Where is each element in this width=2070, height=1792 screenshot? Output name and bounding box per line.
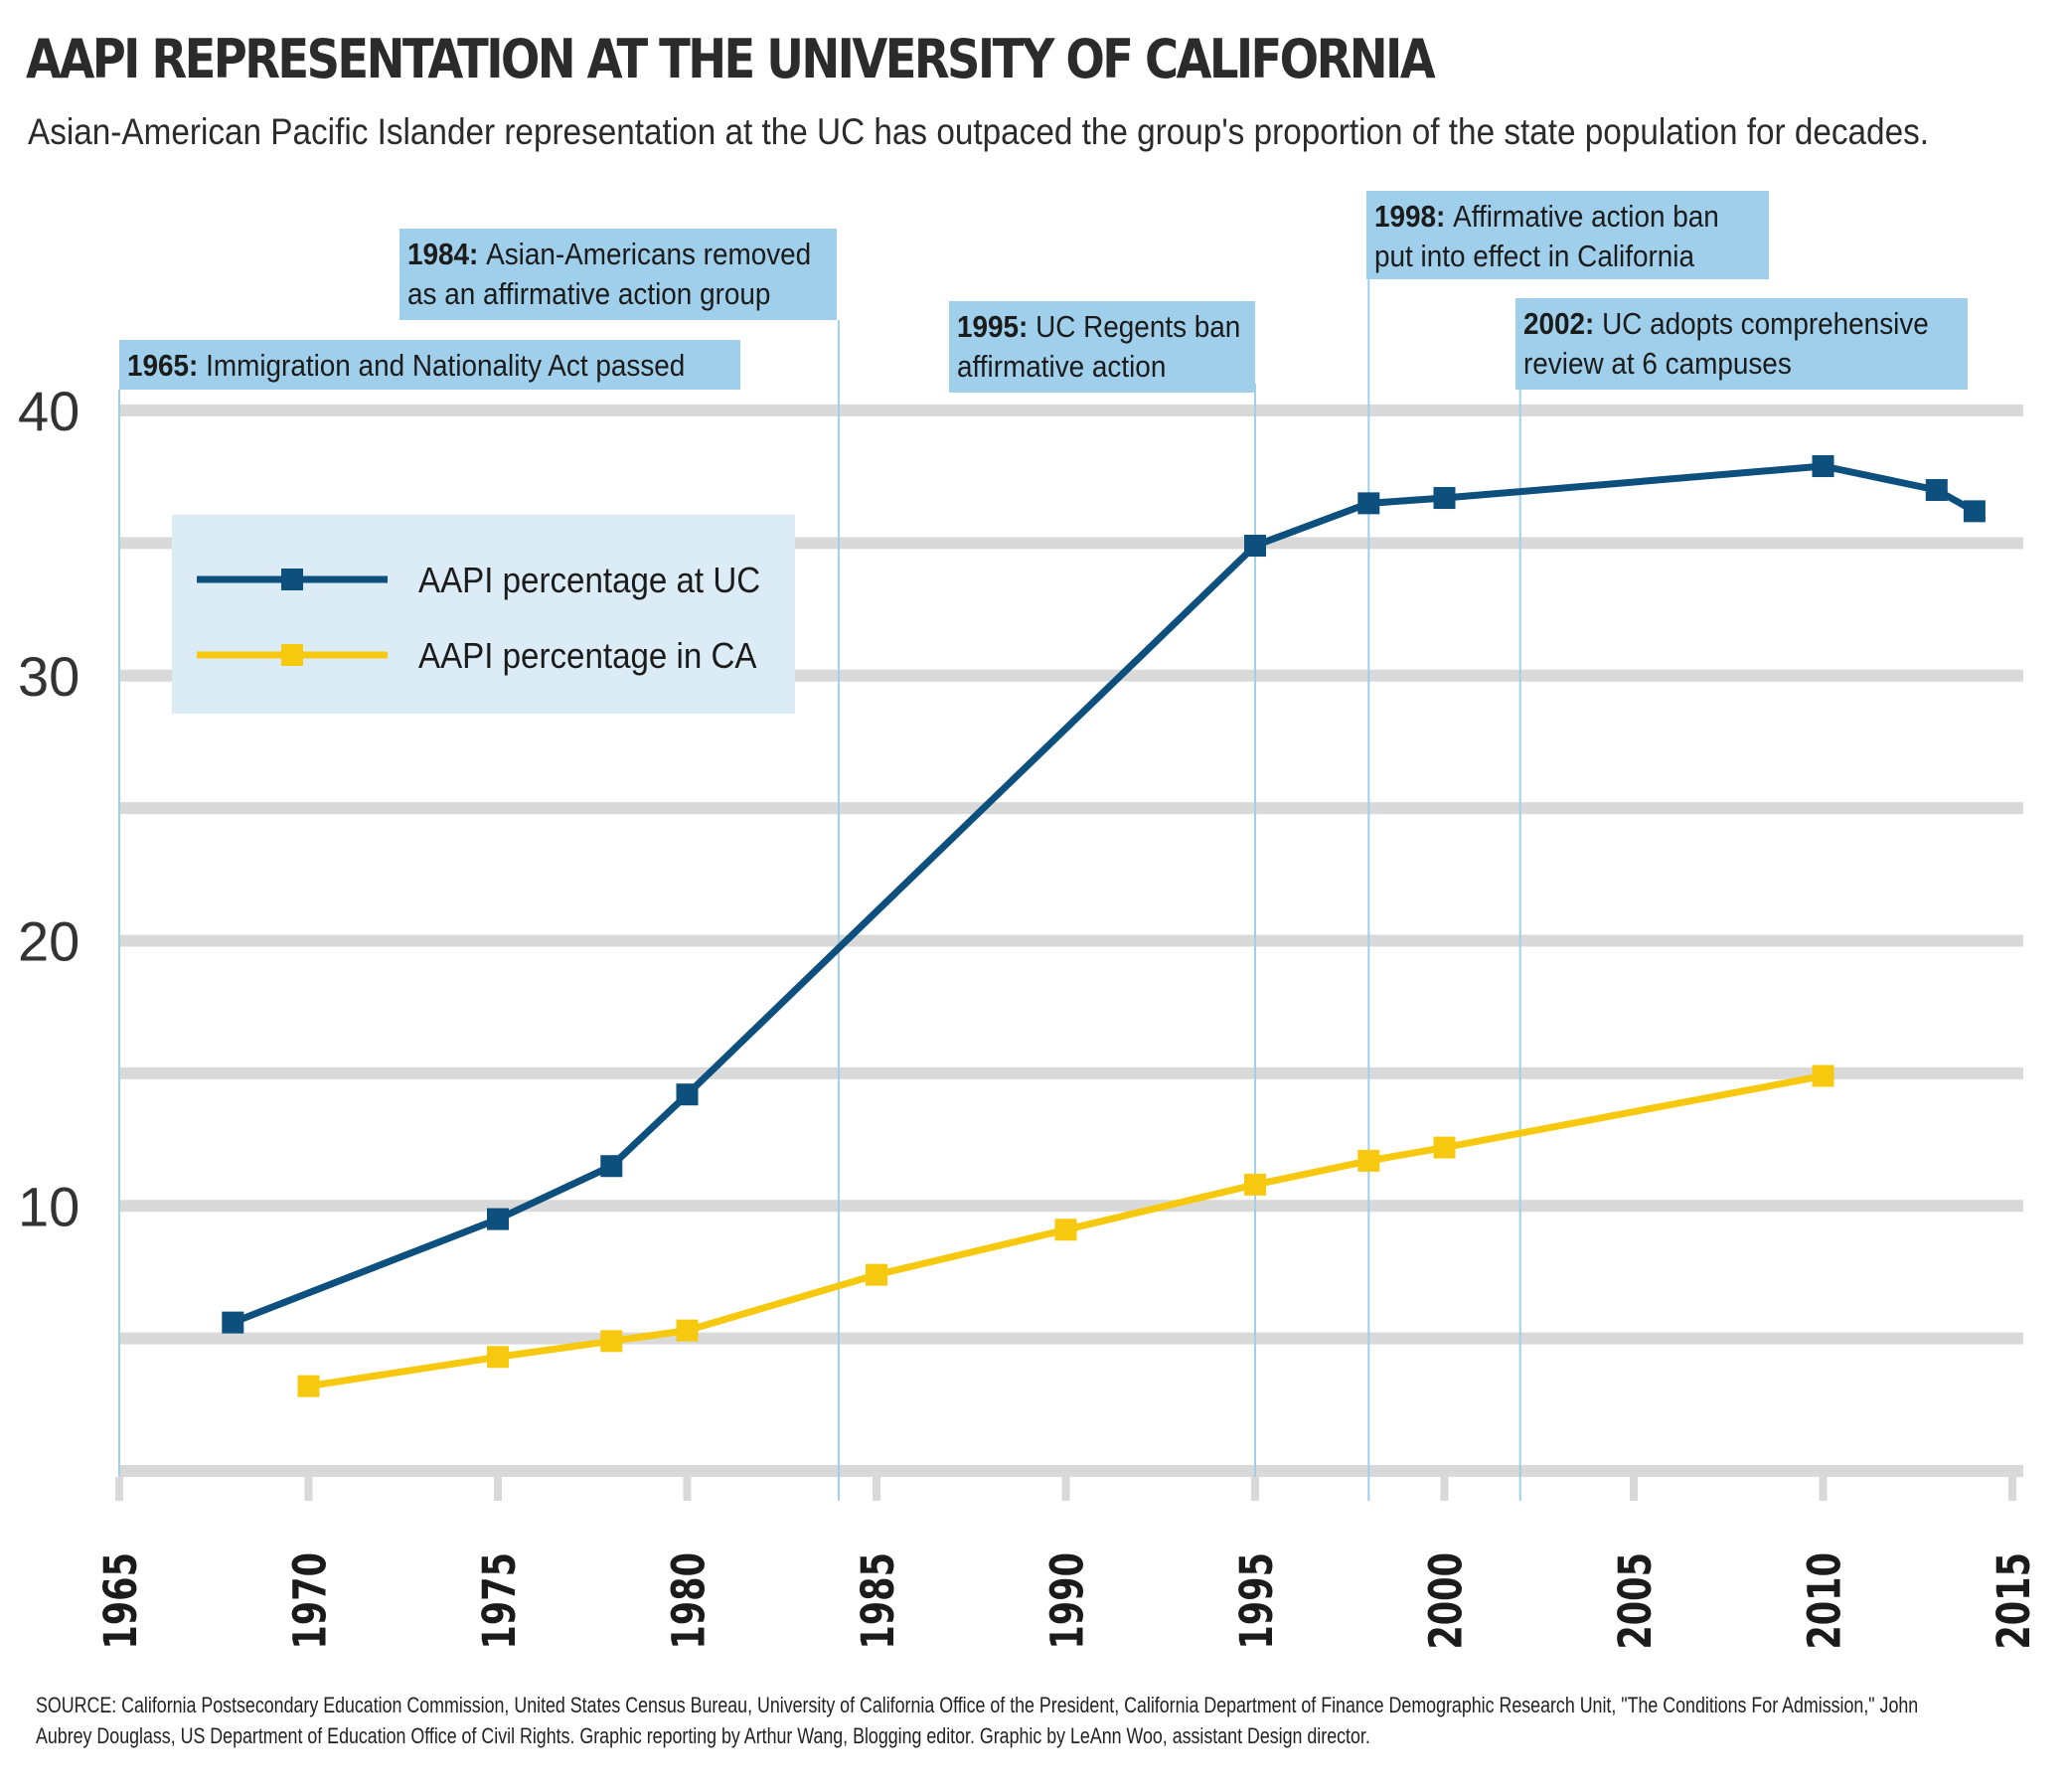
data-point-uc [600, 1155, 623, 1178]
annotation-line-text: Asian-Americans removed [486, 238, 811, 272]
annotation-year: 2002: [1523, 307, 1602, 342]
source-note: SOURCE: California Postsecondary Educati… [36, 1693, 1919, 1748]
annotation-line-text: Immigration and Nationality Act passed [206, 349, 685, 384]
data-point-uc [487, 1208, 509, 1230]
annotation-year: 1965: [127, 349, 206, 384]
x-tick-label: 1980 [663, 1552, 715, 1650]
data-point-uc [1244, 535, 1266, 558]
data-point-ca [676, 1319, 699, 1342]
annotation-box-1998 [1366, 191, 1769, 279]
x-tick-label: 1985 [853, 1552, 904, 1650]
data-point-ca [487, 1346, 509, 1369]
x-tick-label: 1975 [474, 1552, 526, 1650]
annotation-line-text: review at 6 campuses [1523, 347, 1792, 382]
data-point-ca [1054, 1219, 1077, 1241]
annotation-box-2002 [1515, 298, 1968, 390]
data-point-ca [297, 1375, 320, 1397]
legend-box [172, 515, 795, 714]
data-point-ca [1433, 1136, 1456, 1159]
y-tick-label: 10 [18, 1175, 80, 1237]
x-tick-label: 1965 [95, 1552, 147, 1650]
data-point-uc [1925, 479, 1948, 502]
annotation-year: 1984: [407, 238, 486, 272]
y-axis: 10 20 30 40 [18, 380, 80, 1237]
y-tick-label: 40 [18, 380, 80, 442]
data-point-uc [676, 1083, 699, 1106]
series-line-ca [307, 1072, 1825, 1390]
annotation-box-1984 [399, 229, 837, 320]
x-tick-label: 2005 [1610, 1552, 1662, 1650]
annotation-text: review at 6 campuses [1523, 347, 1792, 382]
legend: AAPI percentage at UC AAPI percentage in … [172, 515, 795, 714]
annotation-text: put into effect in California [1374, 240, 1695, 274]
annotation-text: affirmative action [957, 350, 1166, 385]
annotation-line-text: put into effect in California [1374, 240, 1695, 274]
legend-marker-ca [281, 644, 303, 666]
data-point-ca [866, 1263, 887, 1286]
annotation-line-text: affirmative action [957, 350, 1166, 385]
annotation-year: 1995: [957, 310, 1035, 345]
data-point-uc [1963, 500, 1986, 523]
series-line-uc [232, 462, 1977, 1326]
data-point-uc [1433, 487, 1456, 510]
legend-label-ca: AAPI percentage in CA [418, 637, 756, 677]
legend-label-uc: AAPI percentage at UC [418, 562, 760, 601]
data-point-ca [1812, 1064, 1834, 1087]
x-axis: 1965 1970 1975 1980 1985 1990 1995 2000 2005 2010… [95, 1477, 2040, 1650]
annotation-text: as an affirmative action group [407, 277, 770, 312]
data-point-uc [222, 1311, 244, 1334]
annotation-line-text: Affirmative action ban [1453, 200, 1719, 235]
y-tick-label: 20 [18, 910, 80, 973]
annotation-box-1965 [119, 340, 740, 390]
y-tick-label: 30 [18, 645, 80, 708]
annotation-text: 1995: UC Regents ban [957, 310, 1240, 345]
annotation-line-text: UC Regents ban [1035, 310, 1240, 345]
x-tick-label: 2015 [1989, 1552, 2040, 1650]
annotation-text: 1998: Affirmative action ban [1374, 200, 1719, 235]
series-layer [222, 455, 1986, 1397]
x-tick-label: 1990 [1041, 1552, 1093, 1650]
annotation-box-1995 [949, 301, 1255, 393]
annotation-line-text: UC adopts comprehensive [1602, 307, 1929, 342]
annotation-lines [118, 279, 1521, 1501]
page-subtitle: Asian-American Pacific Islander represen… [28, 111, 1930, 152]
x-tick-label: 2010 [1799, 1552, 1850, 1650]
x-tick-label: 1970 [284, 1552, 336, 1650]
data-point-uc [1812, 455, 1834, 478]
data-point-ca [600, 1330, 623, 1353]
legend-marker-uc [281, 569, 303, 590]
page-title: AAPI REPRESENTATION AT THE UNIVERSITY OF… [26, 28, 1436, 90]
annotation-text: 2002: UC adopts comprehensive [1523, 307, 1929, 342]
data-point-ca [1357, 1149, 1380, 1172]
annotation-text: 1965: Immigration and Nationality Act pa… [127, 349, 685, 384]
x-tick-label: 1995 [1231, 1552, 1283, 1650]
data-point-uc [1357, 492, 1380, 515]
annotation-text: 1984: Asian-Americans removed [407, 238, 811, 272]
x-tick-label: 2000 [1420, 1552, 1472, 1650]
annotation-boxes: 1965: Immigration and Nationality Act pa… [119, 191, 1968, 393]
annotation-year: 1998: [1374, 200, 1453, 235]
data-point-ca [1244, 1173, 1266, 1196]
annotation-line-text: as an affirmative action group [407, 277, 770, 312]
